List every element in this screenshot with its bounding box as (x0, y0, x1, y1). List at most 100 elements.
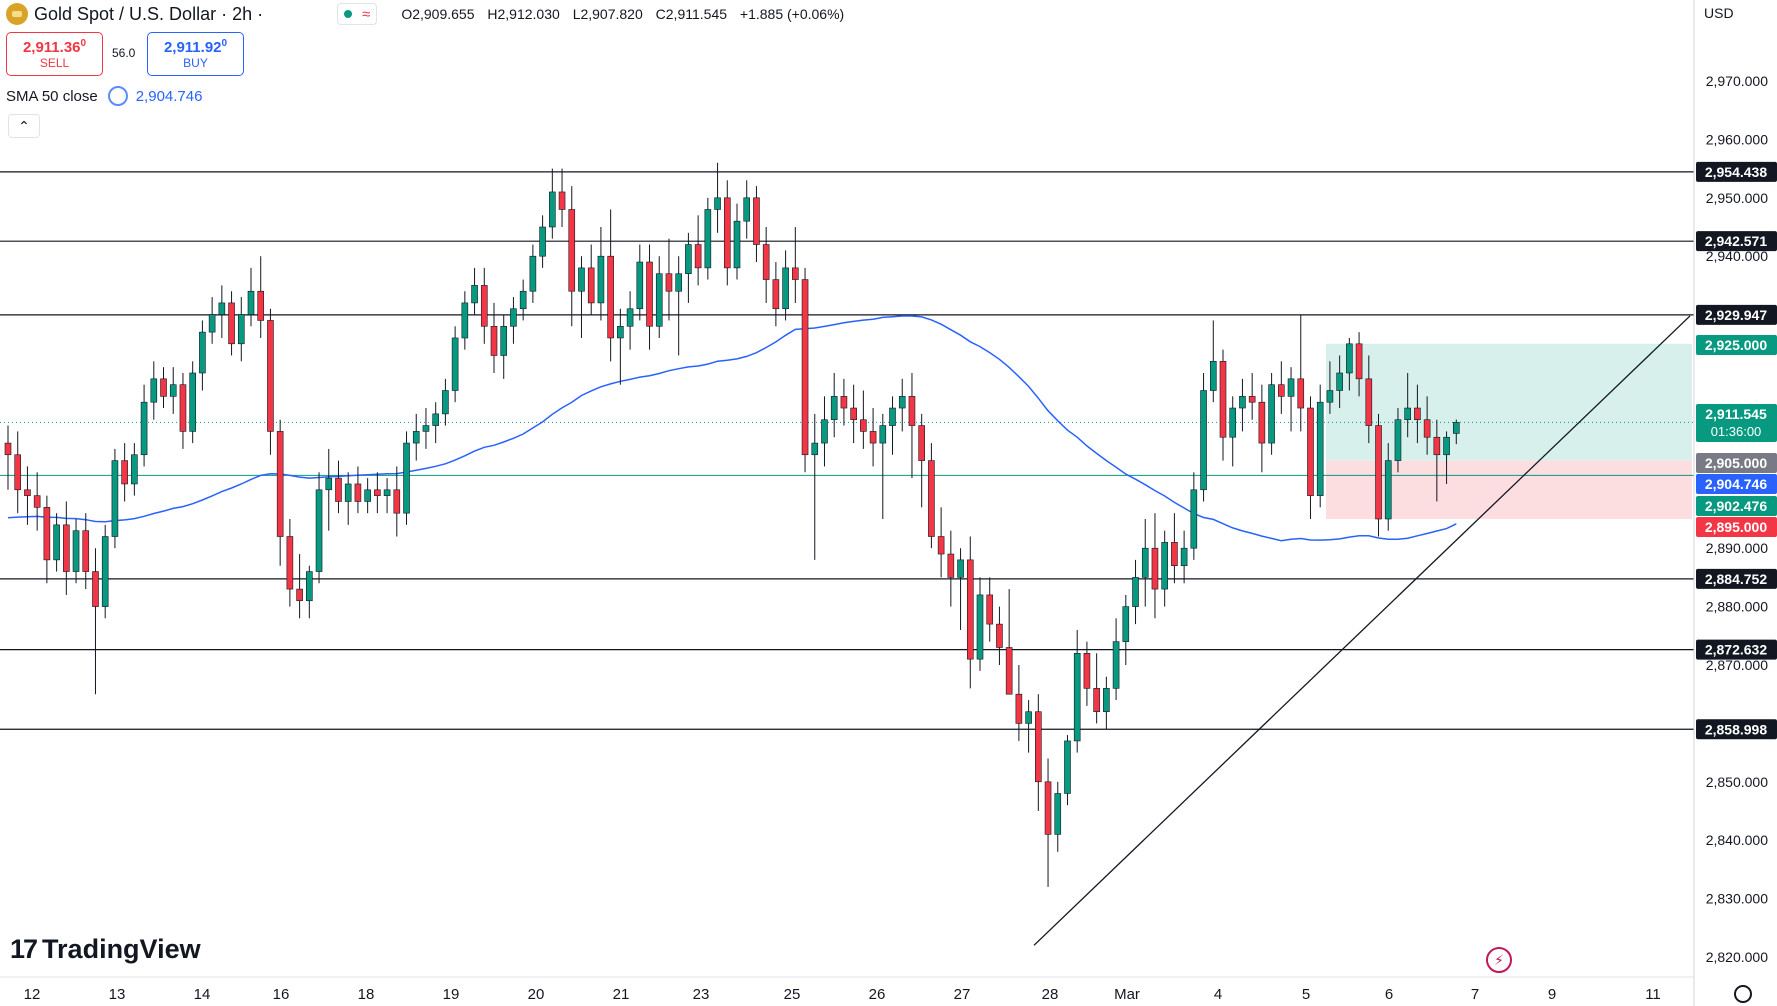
market-status[interactable]: ≈ (337, 3, 378, 25)
approx-icon: ≈ (362, 5, 371, 23)
tradingview-logo: 17 TradingView (10, 934, 201, 965)
candle-body-2 (24, 489, 31, 496)
y-tick-label-7: 2,940.000 (1706, 248, 1768, 264)
refresh-icon[interactable] (107, 86, 128, 106)
ascending-trendline (1033, 315, 1691, 946)
candle-body-0 (4, 442, 12, 456)
candle-body-120 (1171, 542, 1178, 567)
candle-body-42 (412, 431, 420, 444)
candle-body-60 (587, 267, 595, 304)
candle-body-132 (1287, 378, 1295, 397)
price-tag-3: 2,904.746 (1705, 476, 1767, 492)
sell-button[interactable]: 2,911.360 SELL (6, 32, 103, 76)
candle-body-126 (1229, 407, 1237, 438)
candle-body-102 (996, 623, 1003, 648)
y-tick-label-4: 2,870.000 (1706, 657, 1768, 673)
candle-body-3 (33, 495, 41, 508)
candle-body-65 (636, 261, 644, 310)
symbol-title[interactable]: Gold Spot / U.S. Dollar · 2h · (34, 3, 264, 24)
candle-body-26 (257, 290, 265, 321)
chart-header: Gold Spot / U.S. Dollar · 2h · ≈ O2,909.… (0, 0, 853, 28)
candle-body-97 (947, 553, 955, 578)
candle-body-77 (753, 197, 760, 245)
x-tick-label-17: 7 (1471, 986, 1479, 1003)
candle-body-67 (655, 273, 663, 327)
candle-body-12 (121, 460, 128, 485)
candle-body-30 (296, 588, 303, 602)
candle-body-88 (860, 419, 867, 432)
candle-body-69 (675, 273, 682, 292)
candle-body-13 (131, 454, 138, 485)
candle-body-52 (510, 308, 517, 327)
candle-body-17 (169, 384, 177, 397)
candle-body-121 (1180, 547, 1188, 567)
price-tags: 2,954.438 2,942.571 2,929.947 2,884.752 2,87… (1696, 161, 1777, 740)
candle-body-6 (63, 524, 70, 572)
indicator-legend[interactable]: SMA 50 close 2,904.746 (6, 86, 202, 106)
candle-body-51 (500, 325, 508, 356)
y-tick-label-8: 2,950.000 (1706, 190, 1768, 206)
y-tick-label-6: 2,890.000 (1706, 540, 1768, 556)
level-tag-bg-2 (1696, 304, 1777, 325)
candle-body-22 (218, 302, 226, 315)
level-tag-3: 2,884.752 (1705, 571, 1767, 587)
candle-body-50 (490, 325, 498, 356)
level-tag-bg-3 (1696, 568, 1777, 589)
horizontal-levels (0, 171, 1694, 730)
candle-body-62 (607, 255, 614, 339)
buy-price: 2,911.92 (163, 39, 222, 56)
candle-body-90 (879, 425, 887, 444)
tradingview-brand: TradingView (42, 934, 201, 964)
candle-body-79 (772, 279, 780, 310)
candle-body-98 (957, 559, 964, 578)
candle-body-66 (646, 261, 653, 327)
candle-body-72 (704, 209, 712, 269)
ohlc-open: O2,909.655 (401, 6, 475, 22)
candle-body-33 (325, 477, 333, 491)
candle-body-91 (889, 407, 896, 426)
candle-body-149 (1452, 422, 1460, 434)
candle-body-55 (539, 226, 546, 257)
candle-body-4 (43, 507, 51, 561)
indicator-label: SMA 50 close (6, 87, 98, 105)
y-tick-label-1: 2,830.000 (1706, 891, 1768, 907)
candle-body-137 (1336, 372, 1343, 391)
candle-body-105 (1025, 711, 1032, 724)
x-tick-label-16: 6 (1385, 986, 1393, 1003)
candle-body-57 (558, 191, 566, 210)
time-axis: 12 13 14 16 18 19 20 21 23 25 26 27 28 Mar 4 5 6 7 9 11 (0, 976, 1694, 1003)
collapse-legend-button[interactable]: ⌃ (8, 114, 40, 138)
candle-body-104 (1015, 693, 1023, 724)
candle-body-47 (461, 302, 469, 339)
currency-selector[interactable]: USD (1704, 5, 1734, 21)
x-tick-label-19: 11 (1645, 986, 1661, 1003)
price-tag-bg-0 (1696, 335, 1777, 355)
candle-body-140 (1365, 378, 1373, 426)
price-tag-bg-2 (1696, 453, 1777, 473)
price-tag-4: 2,902.476 (1705, 498, 1767, 514)
candle-body-35 (344, 483, 352, 502)
lightning-icon[interactable]: ⚡ (1486, 947, 1512, 973)
candle-body-36 (354, 483, 362, 502)
candle-body-99 (966, 559, 974, 660)
candle-body-110 (1073, 653, 1081, 742)
candle-body-7 (72, 530, 80, 572)
x-tick-label-11: 27 (954, 986, 971, 1003)
candle-body-136 (1326, 390, 1334, 403)
x-tick-label-4: 18 (358, 986, 375, 1003)
candle-body-94 (918, 425, 925, 461)
candle-body-81 (792, 267, 799, 280)
candle-body-44 (432, 413, 439, 426)
x-tick-label-12: 28 (1042, 986, 1059, 1003)
candle-body-53 (519, 290, 527, 310)
candle-body-45 (442, 390, 449, 415)
candle-body-116 (1132, 577, 1139, 607)
candle-body-43 (422, 425, 430, 432)
price-axis: 2,820.000 2,830.000 2,840.000 2,850.000 2,87… (1693, 0, 1768, 1006)
level-tag-1: 2,942.571 (1705, 233, 1767, 249)
candle-body-39 (383, 489, 391, 496)
buy-button[interactable]: 2,911.920 BUY (147, 32, 244, 76)
settings-icon[interactable] (1734, 985, 1752, 1003)
market-open-dot-icon (344, 10, 353, 18)
